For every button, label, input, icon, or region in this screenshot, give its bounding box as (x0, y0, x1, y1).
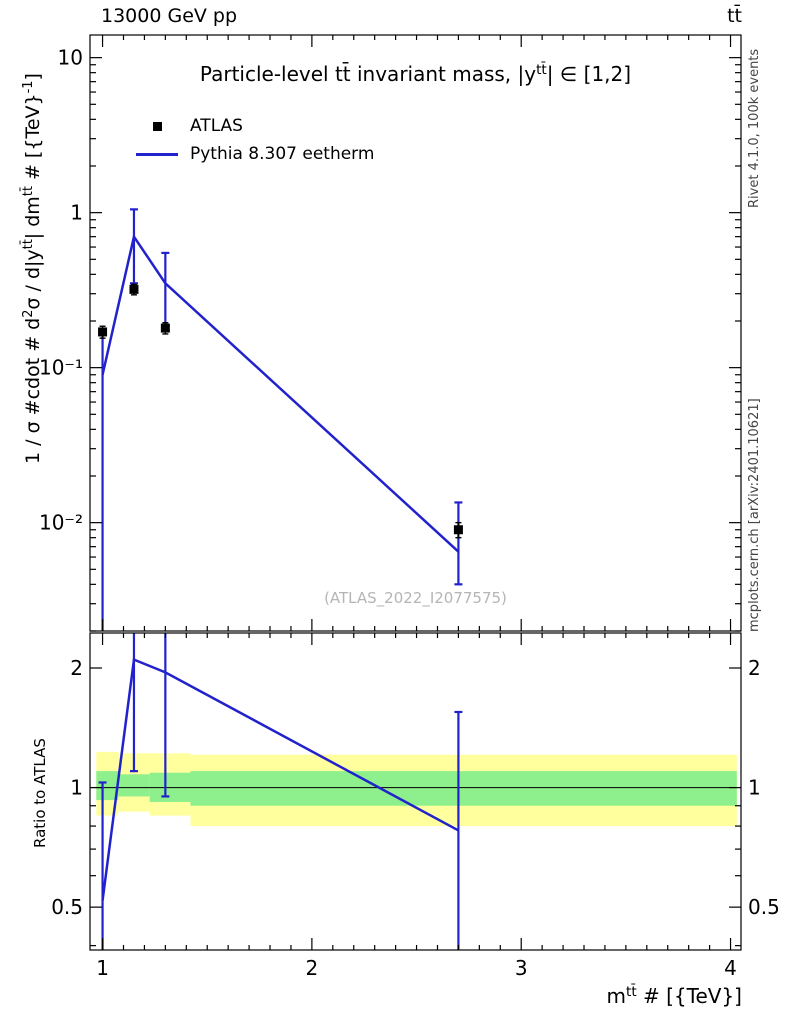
svg-text:10: 10 (58, 46, 83, 70)
legend-label-pythia: Pythia 8.307 eetherm (190, 144, 375, 164)
legend-item-pythia: Pythia 8.307 eetherm (134, 140, 374, 168)
svg-text:3: 3 (515, 956, 528, 980)
process-label: tt̄ (727, 5, 742, 27)
svg-text:2: 2 (306, 956, 319, 980)
svg-text:0.5: 0.5 (51, 895, 83, 919)
legend-item-atlas: ATLAS (134, 112, 374, 140)
svg-text:2: 2 (748, 656, 761, 680)
svg-text:0.5: 0.5 (748, 895, 780, 919)
svg-text:10⁻¹: 10⁻¹ (39, 356, 83, 380)
analysis-watermark: (ATLAS_2022_I2077575) (324, 589, 507, 607)
rivet-version-text: Rivet 4.1.0, 100k events (747, 48, 762, 208)
beam-energy-label: 13000 GeV pp (101, 5, 238, 27)
svg-text:1: 1 (748, 776, 761, 800)
legend-label-atlas: ATLAS (190, 116, 243, 136)
x-axis-label: mtt̄ # [{TeV}] (606, 983, 743, 1008)
legend: ATLAS Pythia 8.307 eetherm (134, 112, 374, 168)
svg-text:1: 1 (70, 776, 83, 800)
y-axis-label-ratio: Ratio to ATLAS (31, 738, 49, 848)
svg-text:1: 1 (70, 201, 83, 225)
plot-title: Particle-level tt̄ invariant mass, |ytt̄… (199, 61, 632, 86)
svg-text:1: 1 (96, 956, 109, 980)
mcplots-reference-text: mcplots.cern.ch [arXiv:2401.10621] (747, 398, 762, 632)
svg-text:4: 4 (724, 956, 737, 980)
svg-text:10⁻²: 10⁻² (39, 511, 83, 535)
line-swatch-icon (134, 152, 180, 156)
square-marker-icon (134, 121, 180, 131)
y-axis-label-main: 1 / σ #cdot # d2σ / d|ytt̄| dmtt̄ # [{Te… (20, 73, 44, 464)
svg-text:2: 2 (70, 656, 83, 680)
